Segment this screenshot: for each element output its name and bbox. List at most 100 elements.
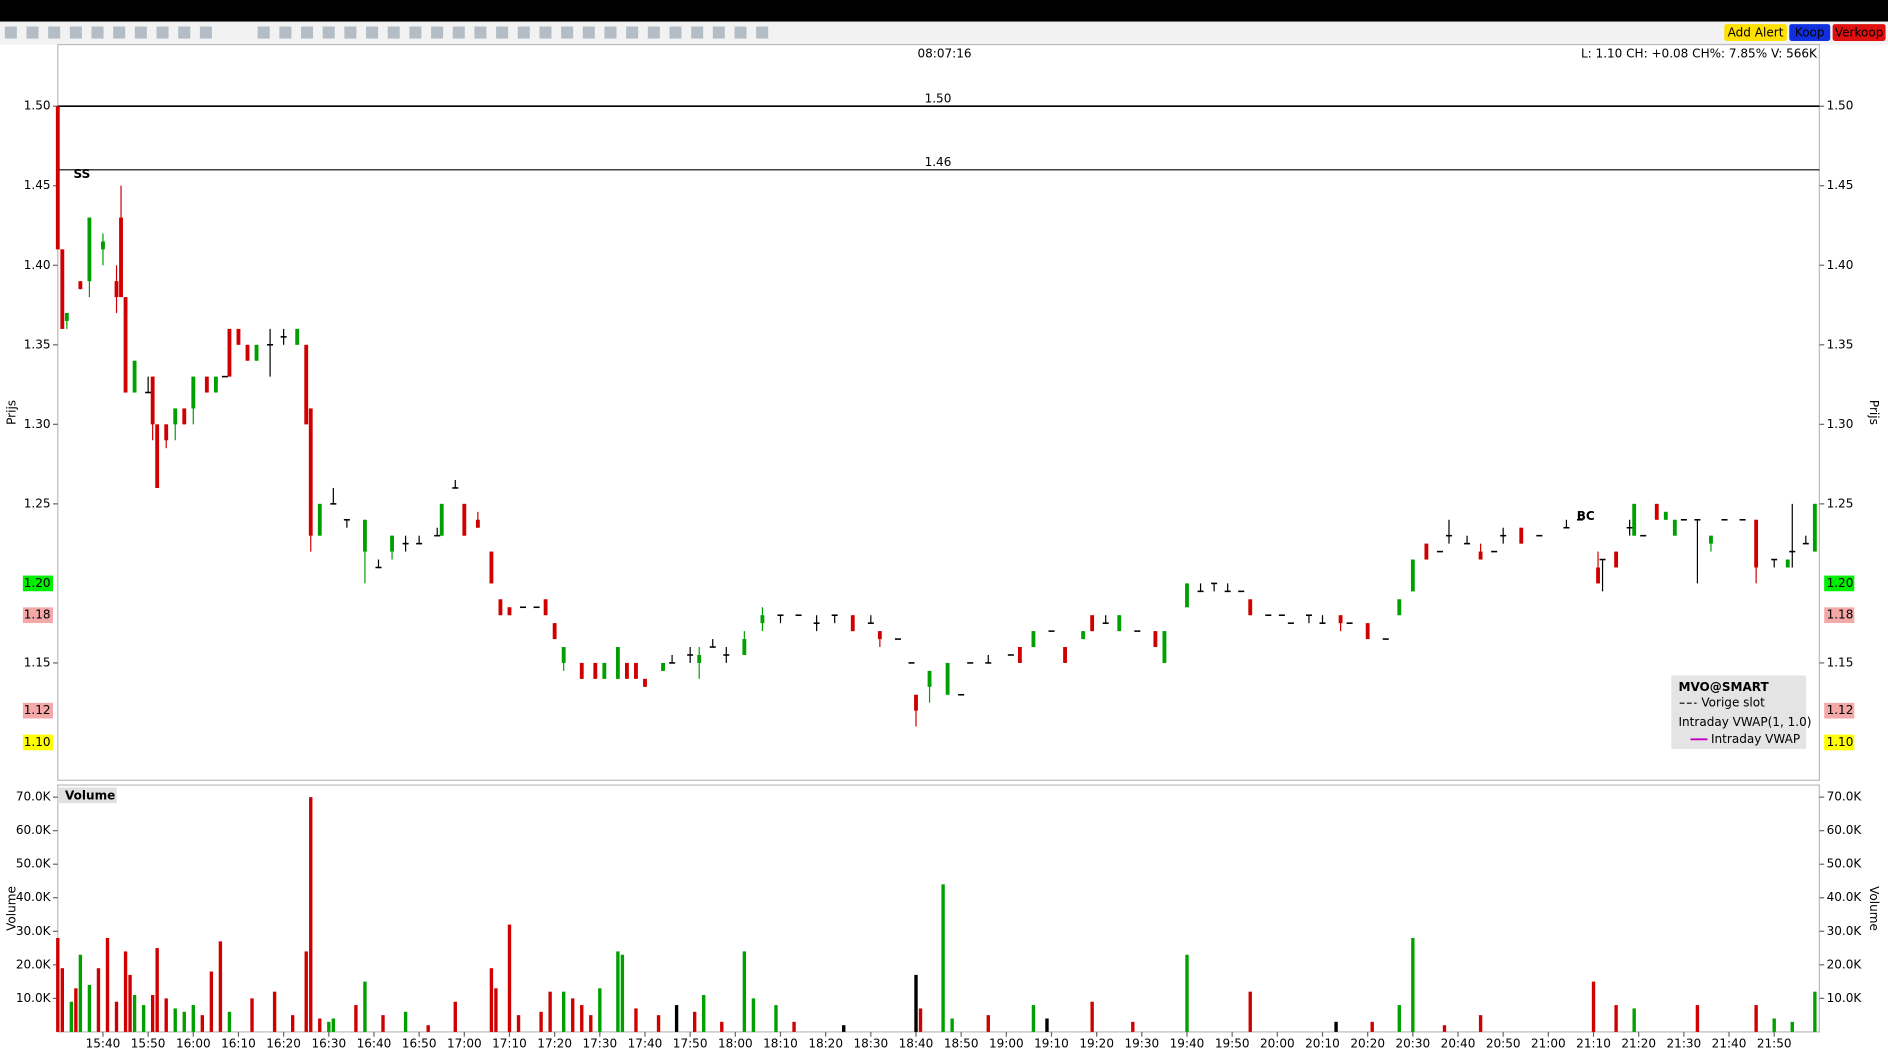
tool-icon[interactable]: [626, 26, 639, 39]
y-tick-label: 1.25: [1827, 496, 1854, 510]
x-tick-label: 20:40: [1441, 1036, 1476, 1050]
tool-icon[interactable]: [257, 26, 270, 39]
candle-body: [1117, 615, 1122, 632]
volume-bar: [363, 981, 367, 1032]
menu[interactable]: Bewerken: [367, 3, 426, 17]
candle-body: [1424, 543, 1429, 560]
y-tick-label: 50.0K: [16, 857, 52, 871]
candle-body: [624, 662, 629, 679]
candle-body: [914, 694, 918, 711]
menu[interactable]: Bestand: [307, 3, 356, 17]
tool-icon[interactable]: [91, 26, 104, 39]
price-marker: [1824, 734, 1855, 751]
button[interactable]: [1724, 24, 1787, 41]
volume-bar: [123, 951, 128, 1032]
candle-body: [155, 424, 160, 488]
tool-icon[interactable]: [279, 26, 292, 39]
candle-body: [850, 615, 855, 632]
tool-icon[interactable]: [431, 26, 444, 39]
button[interactable]: [1832, 24, 1886, 41]
candle-body: [498, 599, 503, 616]
tool-icon[interactable]: [344, 26, 357, 39]
volume-bar: [1185, 954, 1189, 1032]
volume-bar: [227, 1011, 232, 1032]
y-tick-label: 1.45: [1827, 178, 1854, 192]
price-marker-label: 1.18: [24, 608, 51, 622]
tool-icon[interactable]: [517, 26, 530, 39]
x-tick-label: 20:50: [1486, 1036, 1521, 1050]
tool-icon[interactable]: [452, 26, 465, 39]
y-tick-label: 30.0K: [1827, 924, 1863, 938]
tool-icon[interactable]: [691, 26, 704, 39]
y-tick-label: 30.0K: [16, 924, 52, 938]
candle-body: [227, 328, 232, 377]
tool-icon[interactable]: [113, 26, 126, 39]
volume-bar: [173, 1008, 177, 1032]
tool-icon[interactable]: [69, 26, 82, 39]
tool-icon[interactable]: [409, 26, 422, 39]
volume-bar: [272, 991, 277, 1032]
tool-icon[interactable]: [496, 26, 509, 39]
tool-icon[interactable]: [322, 26, 335, 39]
x-tick-label: 17:10: [492, 1036, 527, 1050]
tool-icon[interactable]: [134, 26, 147, 39]
period[interactable]: Vandaag: [1660, 3, 1719, 17]
tool-icon[interactable]: [199, 26, 212, 39]
x-tick-label: 18:50: [944, 1036, 979, 1050]
y-axis-title: Volume: [5, 886, 19, 931]
candle-body: [1365, 623, 1370, 640]
x-tick-label: 21:10: [1576, 1036, 1611, 1050]
volume-panel: [57, 784, 1820, 1033]
y-tick-label: 50.0K: [1827, 857, 1863, 871]
tool-icon[interactable]: [366, 26, 379, 39]
y-tick-label: 1.25: [24, 496, 51, 510]
candle-body: [561, 647, 566, 663]
price-marker-label: 1.20: [1827, 576, 1854, 590]
candle-body: [1162, 631, 1167, 663]
candle-body: [78, 281, 83, 290]
tool-icon[interactable]: [669, 26, 682, 39]
volume-bar: [164, 998, 168, 1032]
tool-icon[interactable]: [582, 26, 595, 39]
tool-icon[interactable]: [474, 26, 487, 39]
tool-icon[interactable]: [48, 26, 61, 39]
candle-body: [579, 662, 584, 679]
volume-bar: [309, 797, 313, 1032]
volume-bar: [950, 1018, 954, 1032]
button-label[interactable]: Add Alert: [1728, 26, 1784, 40]
tool-icon[interactable]: [301, 26, 314, 39]
tool-icon[interactable]: [647, 26, 660, 39]
tool-icon[interactable]: [26, 26, 39, 39]
tool-icon[interactable]: [712, 26, 725, 39]
tool-icon[interactable]: [734, 26, 747, 39]
volume-bar: [426, 1025, 430, 1032]
exchange: NYSE: [40, 3, 72, 17]
y-tick-label: 1.50: [24, 99, 51, 113]
tool-icon[interactable]: [156, 26, 169, 39]
candle-body: [150, 376, 155, 425]
x-tick-label: 20:30: [1396, 1036, 1431, 1050]
tool-icon[interactable]: [178, 26, 191, 39]
tool-icon[interactable]: [4, 26, 17, 39]
button-label[interactable]: Koop: [1795, 26, 1825, 40]
tool-icon[interactable]: [756, 26, 769, 39]
menu[interactable]: Bekijken: [437, 3, 488, 17]
button-label[interactable]: Verkoop: [1835, 26, 1884, 40]
price-marker-label: 1.20: [24, 576, 51, 590]
candle-body: [697, 654, 702, 663]
volume-bar: [1813, 991, 1817, 1032]
tool-icon[interactable]: [561, 26, 574, 39]
volume-bar: [1632, 1008, 1636, 1032]
tool-icon[interactable]: [604, 26, 617, 39]
x-tick-label: 19:20: [1079, 1036, 1114, 1050]
volume-bar: [191, 1005, 195, 1032]
candle-body: [462, 503, 467, 536]
tool-icon[interactable]: [387, 26, 400, 39]
timeframe[interactable]: 391 Minutes/1 min. kaarsen: [94, 3, 283, 17]
volume-bar: [74, 988, 78, 1032]
volume-bar: [742, 951, 747, 1032]
volume-bar: [1591, 981, 1596, 1032]
button[interactable]: [1789, 24, 1831, 41]
volume-bar: [209, 971, 214, 1032]
tool-icon[interactable]: [539, 26, 552, 39]
